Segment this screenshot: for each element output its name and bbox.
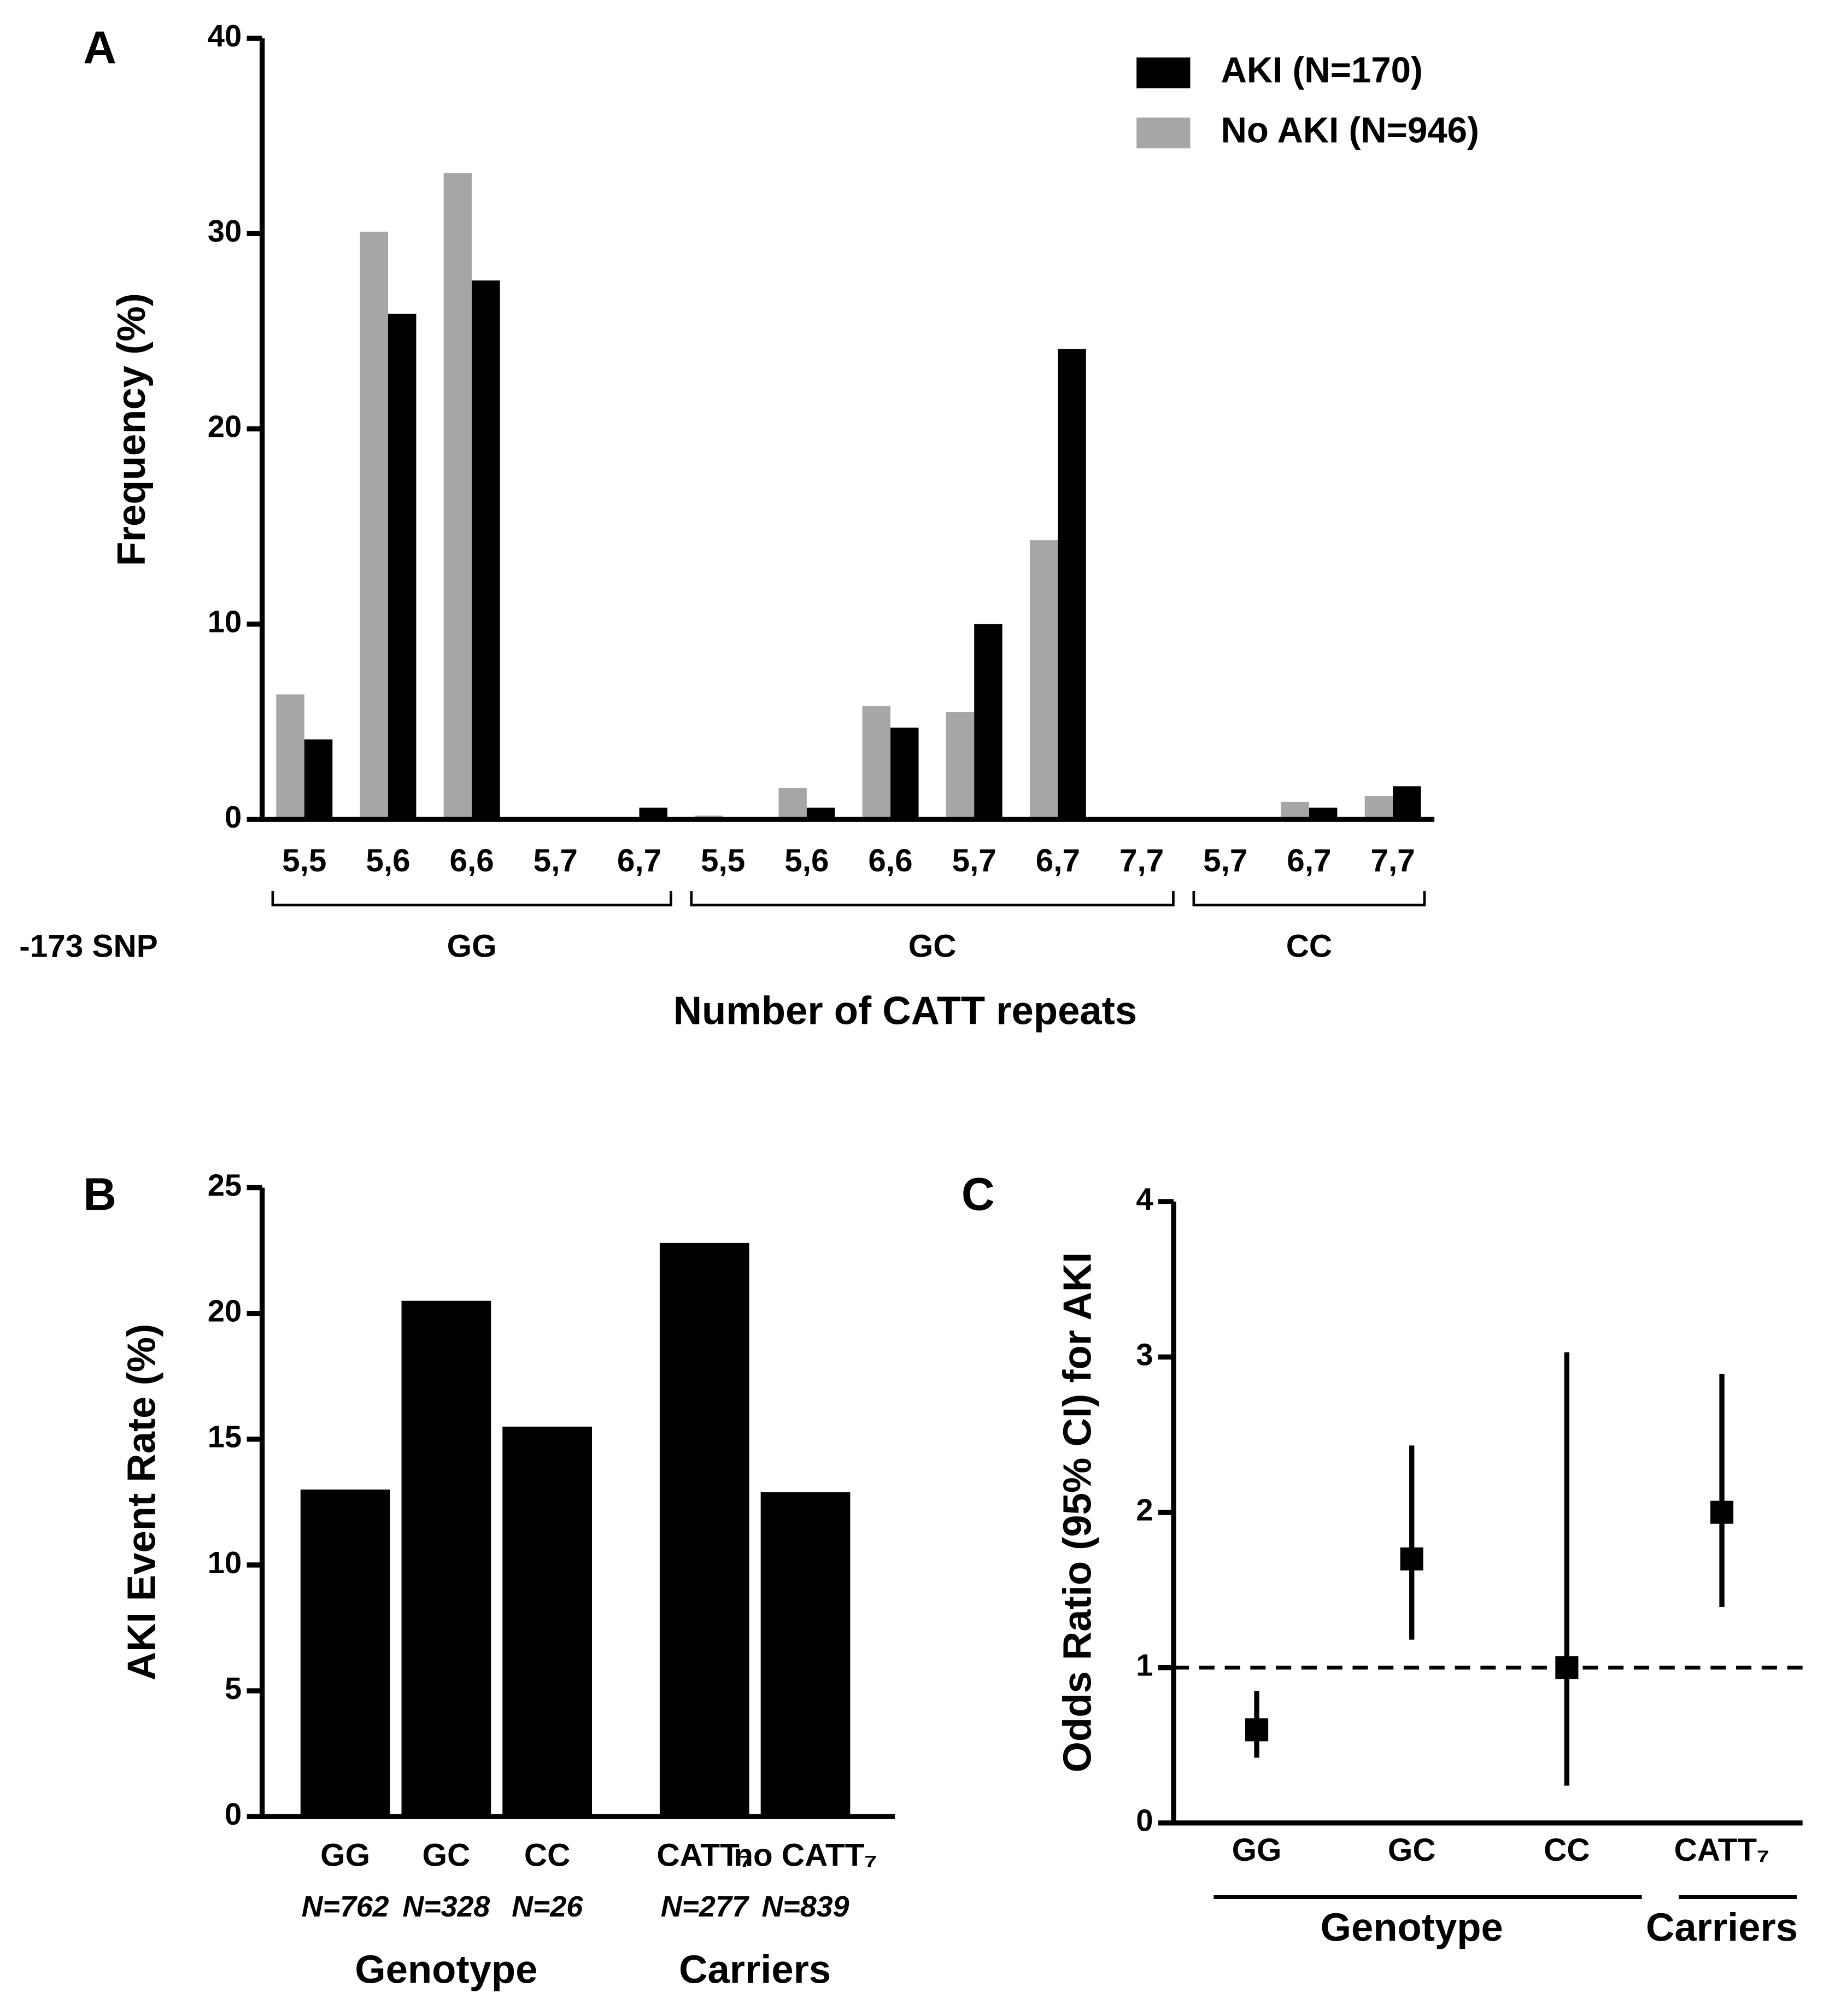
panel-letter: B — [83, 1169, 116, 1220]
bar — [778, 788, 807, 820]
group-label: GG — [447, 929, 497, 964]
x-tick-label: CATT₇ — [1674, 1832, 1770, 1868]
bar — [890, 728, 919, 820]
x-tick-label: CATT₇ — [656, 1837, 752, 1873]
y-tick-label: 20 — [208, 409, 242, 443]
y-tick-label: 30 — [208, 214, 242, 248]
bar — [360, 231, 388, 820]
group-label: Carriers — [679, 1948, 831, 1992]
x-tick-label: 6,6 — [450, 843, 494, 878]
x-tick-label: CC — [524, 1837, 570, 1873]
y-tick-label: 10 — [208, 1545, 242, 1580]
bar — [946, 712, 975, 820]
group-label: Genotype — [1321, 1905, 1503, 1949]
x-tick-label: 6,7 — [617, 843, 661, 878]
x-tick-label: CC — [1544, 1832, 1590, 1868]
x-tick-label: 7,7 — [1370, 843, 1415, 878]
x-tick-label: 5,7 — [1203, 843, 1247, 878]
sample-size: N=328 — [402, 1890, 490, 1923]
point — [1555, 1656, 1579, 1679]
bar — [276, 694, 304, 820]
y-axis-label: Frequency (%) — [109, 293, 154, 566]
y-tick-label: 2 — [1136, 1492, 1153, 1527]
x-axis-label: Number of CATT repeats — [673, 989, 1137, 1033]
y-tick-label: 0 — [225, 1797, 242, 1831]
y-tick-label: 40 — [208, 19, 242, 53]
y-axis-label: Odds Ratio (95% CI) for AKI — [1055, 1252, 1099, 1773]
x-tick-label: 5,7 — [533, 843, 578, 878]
bar — [443, 173, 472, 820]
y-tick-label: 1 — [1136, 1648, 1153, 1683]
legend-swatch — [1136, 118, 1191, 149]
point — [1400, 1547, 1423, 1570]
group-bracket — [690, 891, 1175, 907]
sample-size: N=277 — [661, 1890, 749, 1923]
bar — [304, 739, 333, 820]
x-tick-label: 5,7 — [952, 843, 996, 878]
y-tick-label: 10 — [208, 605, 242, 639]
group-label: CC — [1286, 929, 1332, 964]
x-tick-label: 5,6 — [784, 843, 829, 878]
y-tick-label: 15 — [208, 1420, 242, 1454]
y-tick-label: 5 — [225, 1671, 242, 1706]
group-bracket — [1192, 891, 1426, 907]
bar — [639, 807, 667, 820]
bar — [659, 1243, 749, 1817]
x-tick-label: 5,5 — [701, 843, 745, 878]
x-tick-label: GC — [423, 1837, 471, 1873]
sample-size: N=26 — [512, 1890, 583, 1923]
y-tick-label: 20 — [208, 1294, 242, 1328]
x-tick-label: 5,5 — [282, 843, 326, 878]
bar — [300, 1489, 390, 1817]
bar — [472, 280, 500, 820]
bar — [1058, 349, 1086, 820]
bar — [1029, 540, 1058, 820]
x-tick-label: GG — [320, 1837, 370, 1873]
group-label: Genotype — [355, 1948, 537, 1992]
legend-swatch — [1136, 57, 1191, 89]
group-bracket — [271, 891, 672, 907]
x-tick-label: 6,7 — [1287, 843, 1331, 878]
y-tick-label: 0 — [225, 800, 242, 834]
y-tick-label: 25 — [208, 1168, 242, 1202]
bar — [862, 706, 891, 820]
sample-size: N=762 — [302, 1890, 389, 1923]
legend-label: No AKI (N=946) — [1221, 110, 1479, 150]
bar — [1309, 807, 1338, 820]
x-tick-label: 6,6 — [868, 843, 912, 878]
group-label: GC — [908, 929, 957, 964]
bar — [1281, 801, 1309, 820]
point — [1710, 1501, 1734, 1524]
x-tick-label: 6,7 — [1036, 843, 1080, 878]
x-tick-label: GC — [1388, 1832, 1436, 1868]
group-label: Carriers — [1646, 1905, 1798, 1949]
point — [1245, 1718, 1269, 1742]
y-tick-label: 0 — [1136, 1803, 1153, 1838]
panel-letter: C — [961, 1169, 995, 1220]
y-tick-label: 4 — [1136, 1182, 1153, 1216]
x-tick-label: 5,6 — [366, 843, 410, 878]
panel-letter: A — [83, 22, 116, 73]
bar — [974, 624, 1002, 820]
group-axis-label: -173 SNP — [19, 929, 157, 964]
sample-size: N=839 — [762, 1890, 849, 1923]
bar — [401, 1300, 491, 1817]
legend-label: AKI (N=170) — [1221, 50, 1423, 90]
bar — [1364, 796, 1393, 820]
x-tick-label: 7,7 — [1119, 843, 1164, 878]
y-axis-label: AKI Event Rate (%) — [120, 1324, 164, 1680]
bar — [502, 1426, 592, 1817]
y-tick-label: 3 — [1136, 1337, 1153, 1372]
bar — [760, 1492, 851, 1817]
x-tick-label: no CATT₇ — [734, 1837, 877, 1873]
x-tick-label: GG — [1232, 1832, 1282, 1868]
bar — [388, 313, 417, 820]
bar — [1393, 786, 1421, 820]
bar — [806, 807, 835, 820]
